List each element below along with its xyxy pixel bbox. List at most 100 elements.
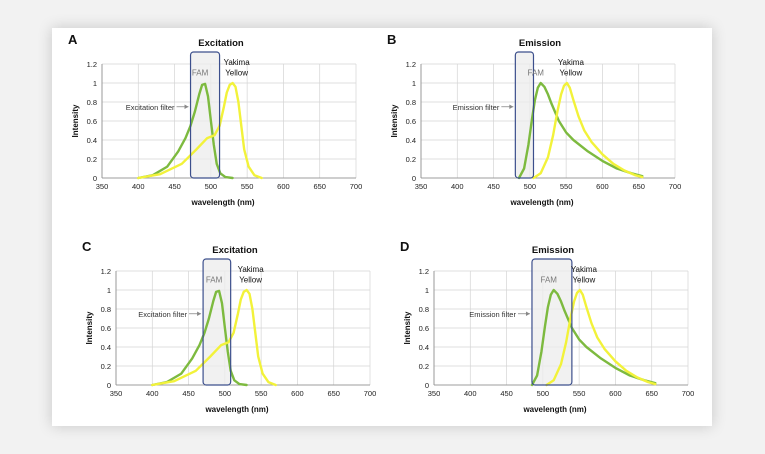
filter-arrowhead xyxy=(525,311,530,316)
x-axis-title: wavelength (nm) xyxy=(190,198,254,207)
chart-title: Emission xyxy=(532,245,574,256)
x-tick-label: 700 xyxy=(350,182,363,191)
x-tick-label: 600 xyxy=(596,182,609,191)
y-tick-label: 0.8 xyxy=(87,98,97,107)
x-tick-label: 500 xyxy=(205,182,218,191)
fam-label: FAM xyxy=(528,68,545,77)
yakima-label-line2: Yellow xyxy=(572,275,595,284)
x-tick-label: 350 xyxy=(428,389,441,398)
y-tick-label: 0.8 xyxy=(406,98,416,107)
fam-label: FAM xyxy=(206,275,223,284)
x-axis-title: wavelength (nm) xyxy=(204,405,268,414)
yakima-label-line1: Yakima xyxy=(238,265,265,274)
panel-letter: C xyxy=(82,239,92,254)
filter-box xyxy=(189,51,221,179)
chart-panel-c: C Excitation 350 400 450 500 550 600 650 700 0 0.2 0… xyxy=(82,239,376,414)
yakima-label-line1: Yakima xyxy=(571,265,598,274)
yakima-yellow-series-line xyxy=(151,288,277,387)
fam-series-line xyxy=(530,288,657,387)
y-tick-label: 1 xyxy=(93,79,97,88)
y-tick-label: 0.8 xyxy=(419,305,429,314)
filter-arrowhead xyxy=(184,104,189,109)
x-tick-label: 450 xyxy=(168,182,181,191)
filter-arrowhead xyxy=(197,311,202,316)
x-tick-label: 550 xyxy=(573,389,586,398)
x-tick-label: 700 xyxy=(669,182,682,191)
y-tick-label: 0 xyxy=(93,174,97,183)
x-tick-label: 600 xyxy=(291,389,304,398)
chart-title: Excitation xyxy=(198,38,244,49)
y-tick-label: 0 xyxy=(412,174,416,183)
panel-letter: A xyxy=(68,32,78,47)
chart-panel-d: D Emission 350 400 450 500 550 600 650 700 0 0.2 0.4… xyxy=(400,239,694,414)
y-tick-label: 1.2 xyxy=(101,267,111,276)
y-tick-label: 0.6 xyxy=(419,324,429,333)
fam-label: FAM xyxy=(192,68,209,77)
x-tick-label: 550 xyxy=(241,182,254,191)
x-tick-label: 500 xyxy=(537,389,550,398)
x-tick-label: 600 xyxy=(609,389,622,398)
x-axis-title: wavelength (nm) xyxy=(509,198,573,207)
x-tick-label: 650 xyxy=(313,182,326,191)
x-tick-label: 400 xyxy=(451,182,464,191)
x-tick-label: 450 xyxy=(182,389,195,398)
x-tick-label: 500 xyxy=(219,389,232,398)
fam-series-line xyxy=(517,81,644,180)
y-tick-label: 0.8 xyxy=(101,305,111,314)
x-tick-label: 550 xyxy=(255,389,268,398)
x-tick-label: 550 xyxy=(560,182,573,191)
y-axis-title: Intensity xyxy=(403,311,412,344)
x-tick-label: 400 xyxy=(146,389,159,398)
x-tick-label: 350 xyxy=(96,182,109,191)
y-tick-label: 0.4 xyxy=(419,343,429,352)
spectra-figure: A Excitation 350 400 450 500 550 600 650 700 0 0.2 0… xyxy=(68,32,694,414)
x-tick-label: 450 xyxy=(487,182,500,191)
y-tick-label: 0.4 xyxy=(101,343,111,352)
filter-box xyxy=(514,51,535,179)
y-tick-label: 0.2 xyxy=(101,362,111,371)
x-tick-label: 600 xyxy=(277,182,290,191)
y-tick-label: 1 xyxy=(107,286,111,295)
filter-arrowhead xyxy=(509,104,514,109)
yakima-label-line2: Yellow xyxy=(559,68,582,77)
filter-label: Excitation filter xyxy=(138,310,187,319)
yakima-label-line2: Yellow xyxy=(239,275,262,284)
panel-letter: B xyxy=(387,32,396,47)
y-tick-label: 1 xyxy=(412,79,416,88)
filter-box xyxy=(202,258,232,386)
yakima-yellow-series-line xyxy=(532,81,644,180)
x-tick-label: 650 xyxy=(645,389,658,398)
y-axis-title: Intensity xyxy=(85,311,94,344)
x-tick-label: 650 xyxy=(327,389,340,398)
x-tick-label: 450 xyxy=(500,389,513,398)
x-tick-label: 350 xyxy=(110,389,123,398)
y-tick-label: 0.6 xyxy=(87,117,97,126)
y-axis-title: Intensity xyxy=(390,104,399,137)
x-tick-label: 650 xyxy=(632,182,645,191)
yakima-yellow-series-line xyxy=(137,81,263,180)
y-axis-title: Intensity xyxy=(71,104,80,137)
x-tick-label: 400 xyxy=(464,389,477,398)
x-tick-label: 350 xyxy=(415,182,428,191)
fam-series-line xyxy=(137,82,234,180)
x-axis-title: wavelength (nm) xyxy=(522,405,586,414)
y-tick-label: 0.6 xyxy=(406,117,416,126)
y-tick-label: 0 xyxy=(107,381,111,390)
y-tick-label: 1 xyxy=(425,286,429,295)
y-tick-label: 0.4 xyxy=(406,136,416,145)
y-tick-label: 0.2 xyxy=(87,155,97,164)
filter-label: Emission filter xyxy=(453,103,500,112)
y-tick-label: 0.2 xyxy=(419,362,429,371)
yakima-label-line1: Yakima xyxy=(224,58,251,67)
y-tick-label: 0.6 xyxy=(101,324,111,333)
chart-panel-a: A Excitation 350 400 450 500 550 600 650 700 0 0.2 0… xyxy=(68,32,362,207)
chart-title: Excitation xyxy=(212,245,258,256)
fam-series-line xyxy=(151,289,248,387)
filter-label: Emission filter xyxy=(469,310,516,319)
chart-title: Emission xyxy=(519,38,561,49)
panel-letter: D xyxy=(400,239,409,254)
chart-panel-b: B Emission 350 400 450 500 550 600 650 700 0 0.2 0.4… xyxy=(387,32,681,207)
y-tick-label: 0.4 xyxy=(87,136,97,145)
x-tick-label: 400 xyxy=(132,182,145,191)
figure-card: A Excitation 350 400 450 500 550 600 650 700 0 0.2 0… xyxy=(52,28,712,426)
